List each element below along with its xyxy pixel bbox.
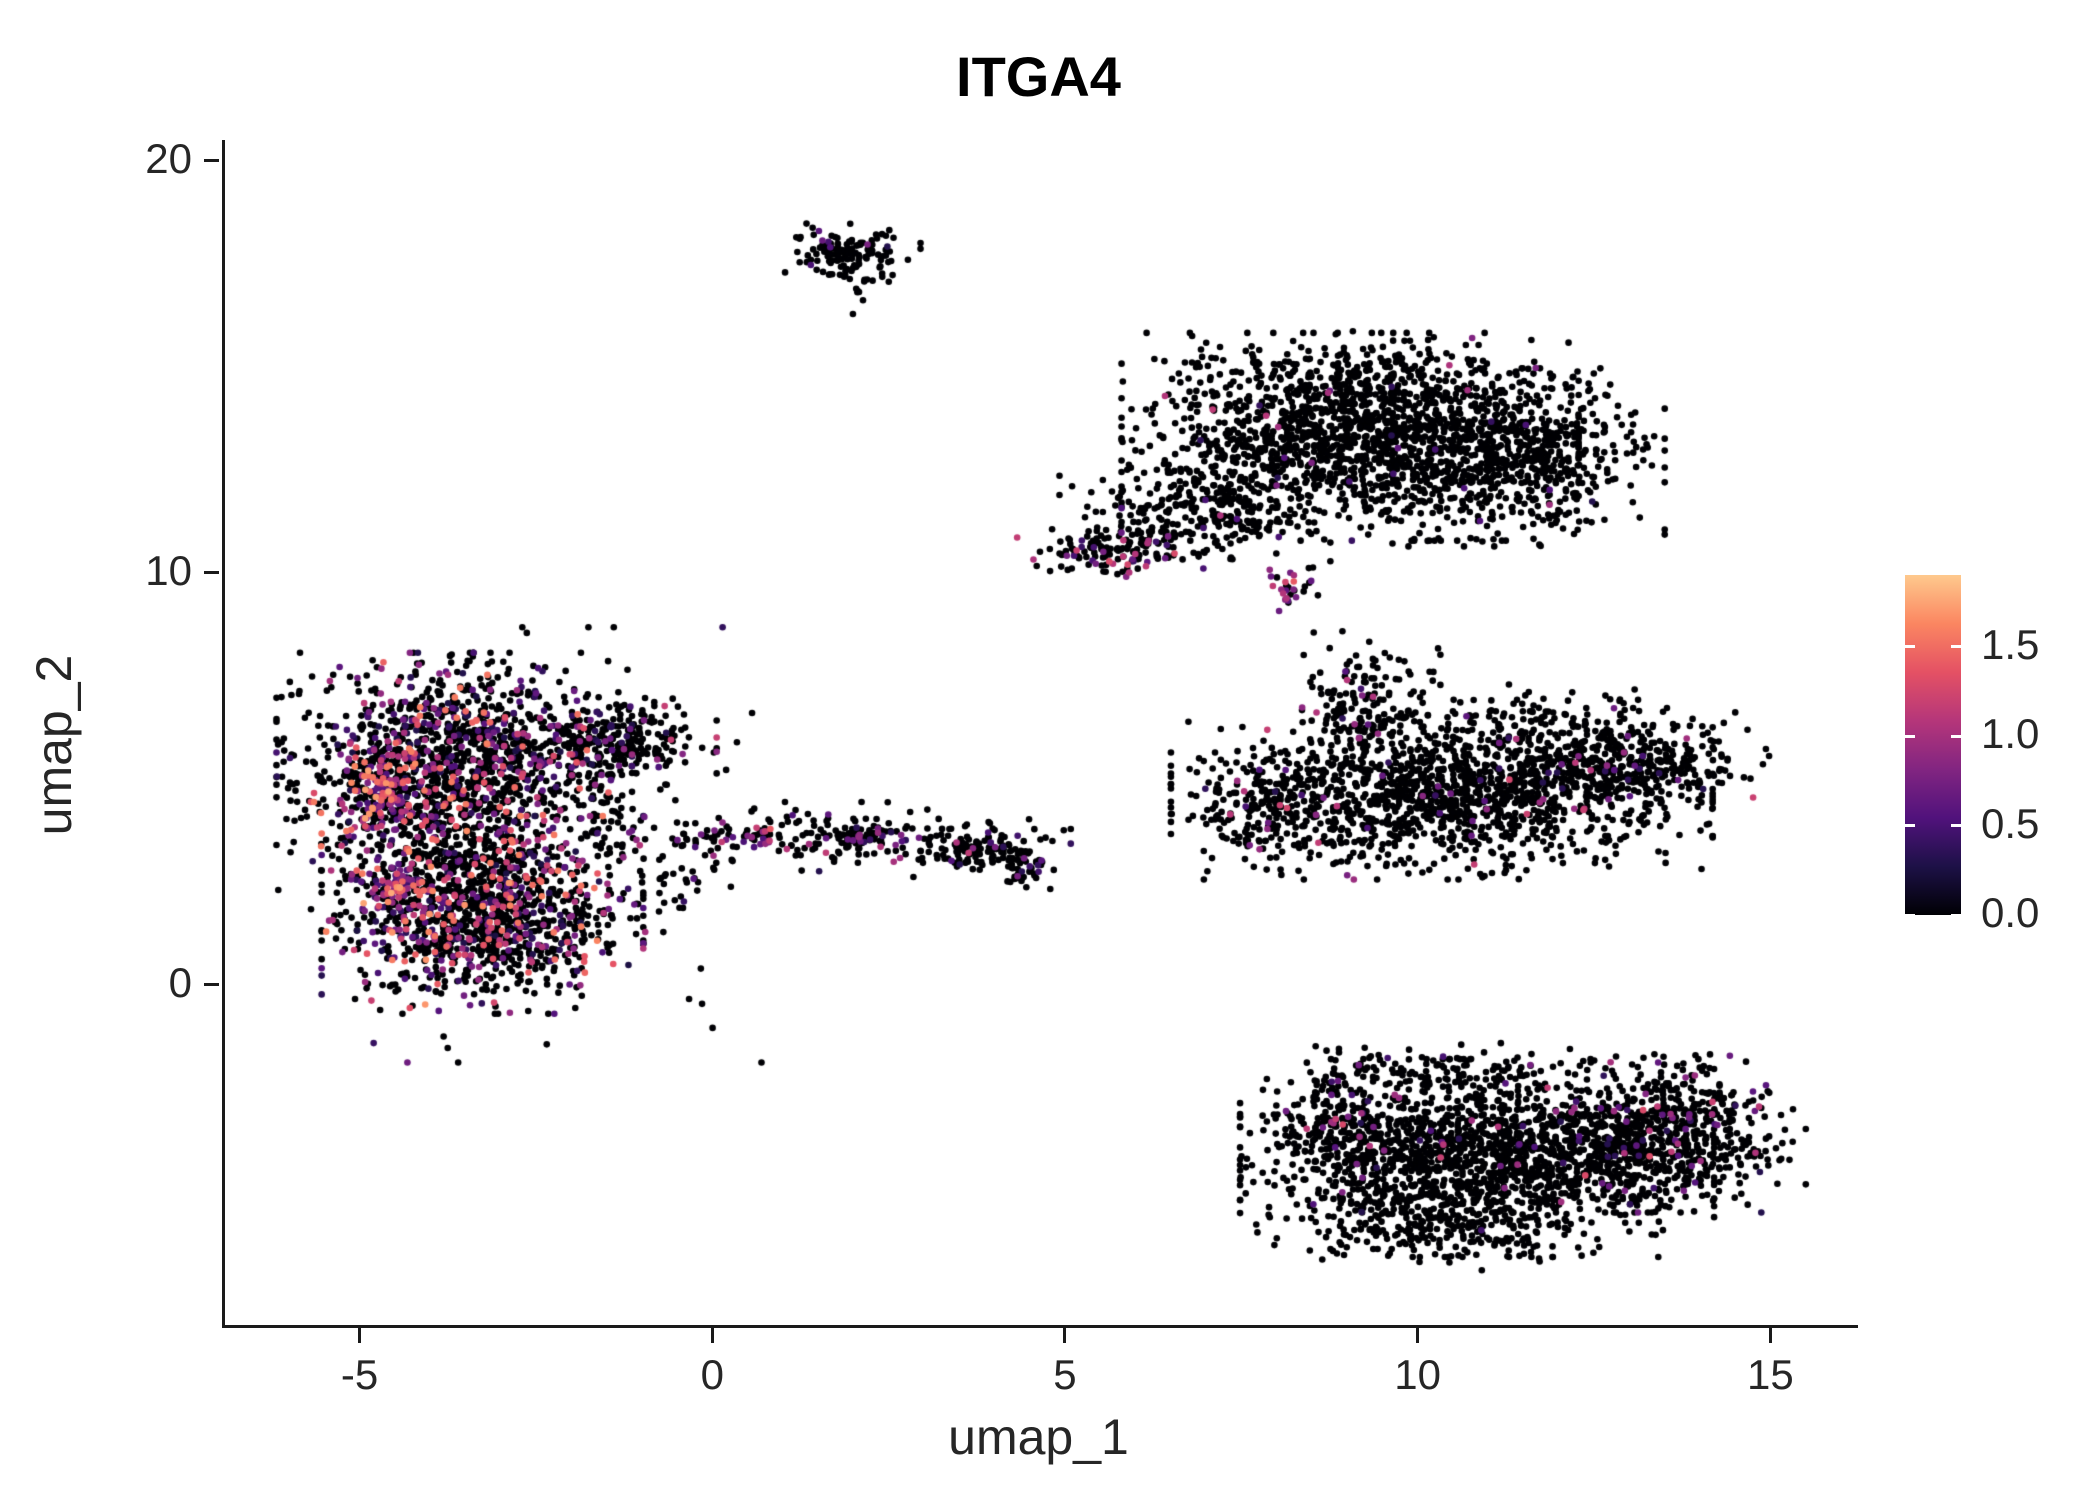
- x-tick-label: 15: [1746, 1351, 1794, 1398]
- colorbar-tick-mark: [1951, 734, 1961, 738]
- x-axis-title: umap_1: [948, 1409, 1129, 1465]
- plot-area: [222, 140, 1858, 1328]
- y-axis-title: umap_2: [26, 654, 82, 836]
- plot-title: ITGA4: [956, 45, 1121, 108]
- colorbar-tick-mark: [1951, 824, 1961, 828]
- y-tick-label: 0: [168, 958, 192, 1006]
- x-tick-mark: [710, 1328, 714, 1343]
- y-tick-mark: [204, 159, 219, 163]
- x-tick-label: -5: [340, 1351, 379, 1398]
- colorbar-tick-mark: [1905, 824, 1915, 828]
- umap-scatter-canvas: [225, 140, 1858, 1325]
- colorbar-tick-label: 0.5: [1981, 799, 2040, 847]
- x-tick-label: 5: [1053, 1351, 1077, 1398]
- x-tick-label: 0: [700, 1351, 724, 1398]
- y-tick-mark: [204, 571, 219, 575]
- y-tick-label: 20: [145, 134, 192, 182]
- colorbar-gradient: [1905, 575, 1961, 915]
- colorbar-tick-mark: [1951, 645, 1961, 649]
- x-tick-label: 10: [1394, 1351, 1441, 1398]
- x-tick-mark: [1768, 1328, 1772, 1343]
- colorbar-tick-mark: [1905, 645, 1915, 649]
- x-tick-mark: [358, 1328, 362, 1343]
- colorbar-tick-mark: [1905, 913, 1915, 917]
- y-tick-mark: [204, 983, 219, 987]
- colorbar-tick-mark: [1905, 734, 1915, 738]
- y-tick-label: 10: [145, 546, 192, 594]
- x-tick-mark: [1416, 1328, 1420, 1343]
- colorbar-tick-mark: [1951, 913, 1961, 917]
- x-tick-mark: [1063, 1328, 1067, 1343]
- colorbar-tick-label: 1.0: [1981, 710, 2040, 758]
- colorbar-tick-label: 1.5: [1981, 620, 2040, 668]
- colorbar-tick-label: 0.0: [1981, 889, 2040, 936]
